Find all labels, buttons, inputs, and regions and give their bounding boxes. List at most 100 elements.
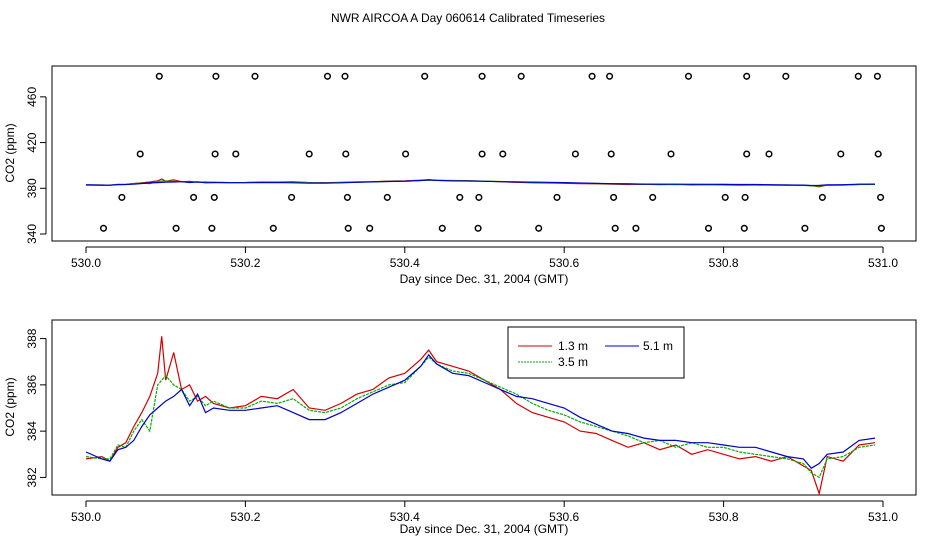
outlier-point [344, 224, 352, 232]
outlier-point [211, 150, 219, 158]
outlier-point [649, 193, 657, 201]
outlier-point [474, 224, 482, 232]
outlier-point [190, 193, 198, 201]
outlier-point [323, 72, 332, 80]
outlier-point [740, 224, 748, 232]
top-y-axis-label: CO2 (ppm) [3, 123, 17, 182]
top-x-tick-label: 530.6 [549, 256, 579, 270]
outlier-point [366, 224, 374, 232]
bottom-y-tick-label: 384 [25, 421, 39, 441]
outlier-point [475, 193, 483, 201]
outlier-point [632, 224, 640, 232]
top-x-tick-label: 530.0 [71, 256, 101, 270]
bottom-y-tick-label: 388 [25, 328, 39, 348]
outlier-point [721, 193, 729, 201]
outlier-point [208, 224, 216, 232]
outlier-point [684, 72, 693, 80]
outlier-point [155, 72, 163, 80]
outlier-point [874, 150, 882, 158]
top-series-line-5-1-m [85, 179, 876, 187]
outlier-point [438, 224, 446, 232]
outlier-point [667, 150, 675, 158]
top-plot-frame [51, 65, 917, 242]
outlier-point [610, 193, 618, 201]
outlier-point [741, 193, 749, 201]
bottom-y-axis-label: CO2 (ppm) [3, 377, 17, 436]
top-y-tick-label: 460 [25, 87, 39, 107]
outlier-point [743, 72, 751, 80]
top-y-axis: 340 380 420 460 [25, 87, 47, 244]
outlier-point [571, 150, 579, 158]
series-line-5-1-m [85, 353, 876, 469]
bottom-y-tick-label: 382 [25, 467, 39, 487]
bottom-x-tick-label: 530.4 [390, 510, 420, 524]
outlier-point [118, 193, 126, 201]
outlier-point [877, 193, 885, 201]
outlier-point [288, 193, 296, 201]
outlier-point [704, 224, 713, 232]
outlier-point [607, 150, 615, 158]
outlier-point [535, 224, 543, 232]
bottom-x-tick-label: 530.8 [709, 510, 739, 524]
outlier-point [478, 150, 486, 158]
top-y-tick-label: 380 [25, 178, 39, 198]
outlier-point [818, 193, 826, 201]
outlier-point [343, 193, 351, 201]
bottom-series-group [85, 336, 876, 496]
outlier-point [553, 193, 561, 201]
outlier-point [251, 72, 259, 80]
outlier-point [232, 150, 240, 158]
outlier-point [801, 224, 809, 232]
series-line-3-5-m [85, 356, 876, 479]
outlier-point [136, 150, 144, 158]
outlier-point [588, 72, 596, 80]
top-x-tick-label: 531.0 [868, 256, 898, 270]
top-x-tick-label: 530.2 [230, 256, 260, 270]
outlier-point [743, 150, 751, 158]
outlier-point [837, 150, 845, 158]
legend-label-1-3m: 1.3 m [558, 339, 588, 353]
outlier-point [210, 193, 218, 201]
top-x-axis: 530.0 530.2 530.4 530.6 530.8 531.0 [71, 246, 898, 270]
bottom-x-tick-label: 531.0 [868, 510, 898, 524]
bottom-x-tick-label: 530.2 [230, 510, 260, 524]
outlier-point [499, 150, 507, 158]
legend-box [507, 326, 685, 379]
outlier-point [877, 224, 885, 232]
outlier-point [611, 224, 619, 232]
bottom-x-tick-label: 530.6 [549, 510, 579, 524]
legend-label-5-1m: 5.1 m [643, 339, 673, 353]
top-x-axis-label: Day since Dec. 31, 2004 (GMT) [400, 272, 569, 286]
outlier-point [212, 72, 220, 80]
outlier-point [456, 193, 464, 201]
bottom-x-axis: 530.0 530.2 530.4 530.6 530.8 531.0 [71, 500, 898, 524]
legend-label-3-5m: 3.5 m [558, 355, 588, 369]
outlier-point [478, 72, 486, 80]
series-line-1-3-m [85, 336, 876, 496]
outlier-point [402, 150, 410, 158]
outlier-point [873, 72, 881, 80]
outlier-point [854, 72, 862, 80]
top-y-tick-label: 420 [25, 132, 39, 152]
top-y-tick-label: 340 [25, 224, 39, 244]
chart-title: NWR AIRCOA A Day 060614 Calibrated Times… [331, 11, 605, 25]
outlier-point [172, 224, 180, 232]
outlier-point [341, 72, 349, 80]
top-x-tick-label: 530.4 [390, 256, 420, 270]
outlier-point [305, 150, 313, 158]
bottom-plot-frame [51, 319, 917, 496]
bottom-x-axis-label: Day since Dec. 31, 2004 (GMT) [400, 522, 569, 536]
top-outlier-points [99, 72, 885, 232]
outlier-point [421, 72, 429, 80]
outlier-point [606, 72, 614, 80]
outlier-point [782, 72, 790, 80]
top-series-group [85, 178, 876, 188]
legend: 1.3 m 3.5 m 5.1 m [507, 326, 685, 379]
outlier-point [383, 193, 391, 201]
outlier-point [269, 224, 277, 232]
outlier-point [765, 150, 773, 158]
bottom-y-axis: 382 384 386 388 [25, 328, 47, 487]
bottom-x-tick-label: 530.0 [71, 510, 101, 524]
bottom-y-tick-label: 386 [25, 375, 39, 395]
